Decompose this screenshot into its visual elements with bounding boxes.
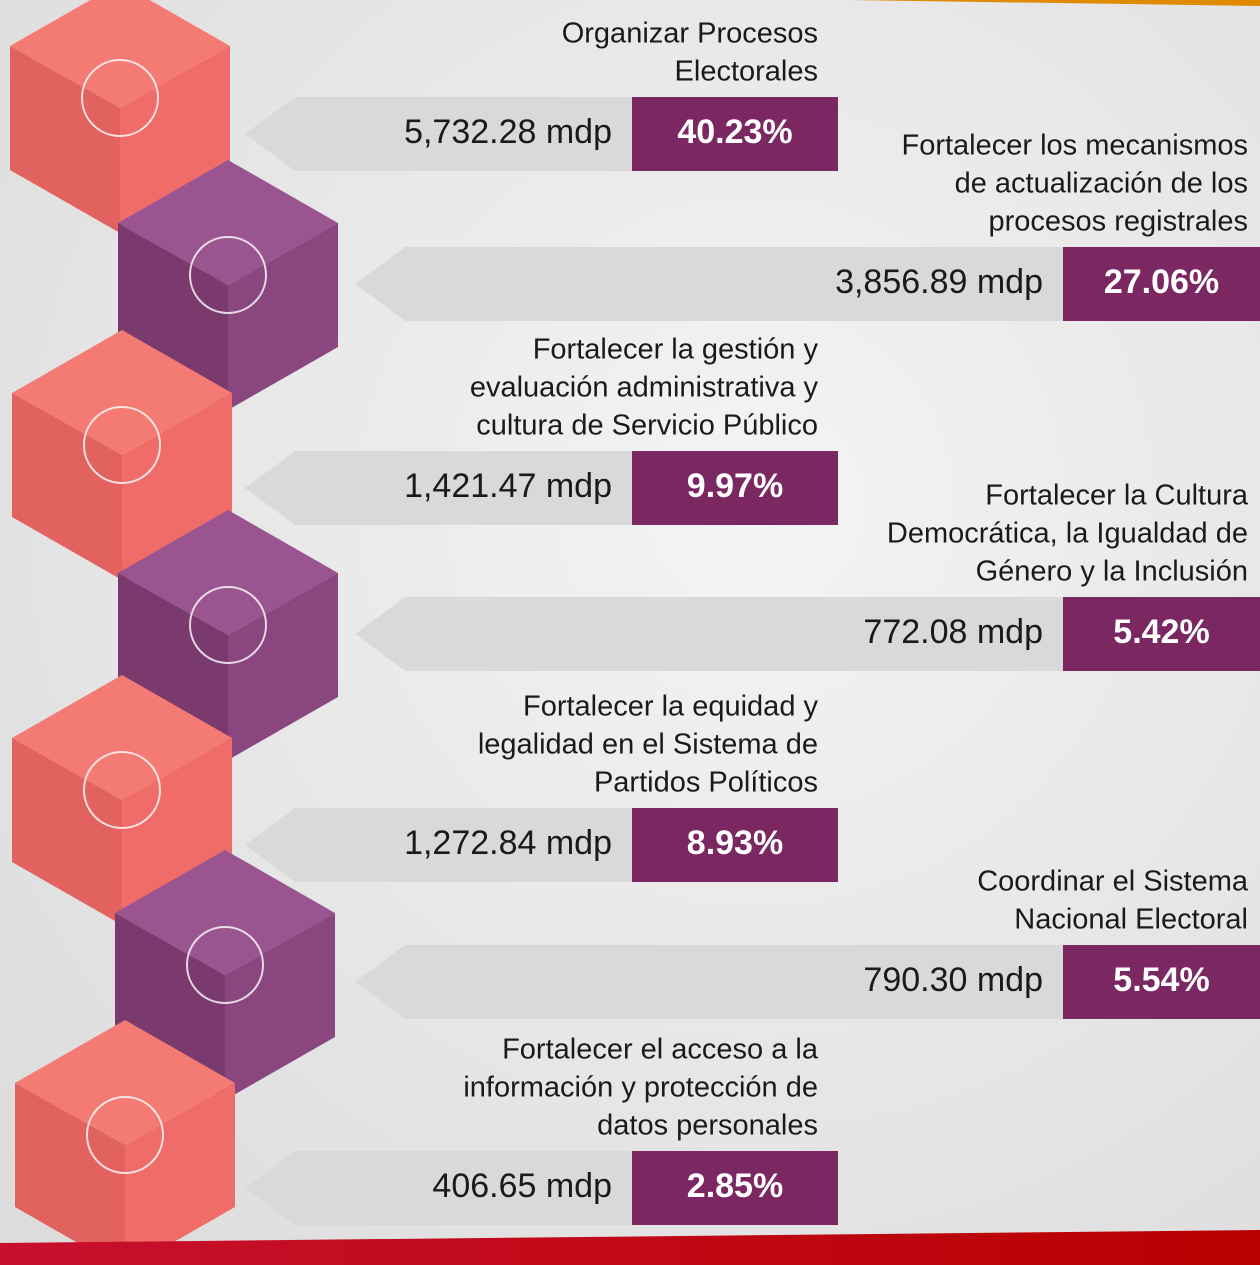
item-title: Organizar Procesos: [562, 18, 818, 50]
item-title: Fortalecer la gestión y: [533, 334, 819, 366]
cube-icon: [81, 59, 159, 137]
cube-left: [118, 223, 228, 410]
cube: [12, 330, 232, 580]
item-title: Democrática, la Igualdad de: [887, 518, 1248, 550]
cube-top: [12, 330, 232, 455]
percent-box: [632, 97, 838, 171]
bottom-bar: [0, 1230, 1260, 1265]
item-title: cultura de Servicio Público: [476, 410, 818, 442]
cube-right: [228, 223, 338, 410]
item-title: Fortalecer los mecanismos: [902, 130, 1249, 162]
arrow-bar: [355, 945, 1063, 1019]
item-title: Coordinar el Sistema: [977, 866, 1249, 898]
percent-box: [632, 808, 838, 882]
amount: 406.65 mdp: [432, 1167, 612, 1205]
arrow-bar: [355, 597, 1063, 671]
item-title: legalidad en el Sistema de: [478, 729, 818, 761]
cube-right: [228, 573, 338, 760]
amount: 5,732.28 mdp: [404, 113, 612, 151]
rows: 5,732.28 mdp 40.23% Organizar Procesos Elec…: [245, 18, 1260, 1225]
percent-box: [632, 1151, 838, 1225]
item: 1,421.47 mdp 9.97% Fortalecer la gestión y…: [245, 334, 838, 525]
cube: [10, 0, 230, 233]
item-title: datos personales: [597, 1110, 818, 1142]
item: 772.08 mdp 5.42% Fortalecer la Cultura Demo…: [355, 480, 1260, 671]
item-title: Electorales: [675, 56, 818, 88]
percent: 40.23%: [677, 113, 792, 151]
cube-right: [120, 46, 230, 233]
arrow-bar: [355, 247, 1063, 321]
percent: 9.97%: [687, 467, 783, 505]
cube: [115, 850, 335, 1100]
cube-icon: [189, 586, 267, 664]
percent: 5.42%: [1113, 613, 1209, 651]
cube-icon: [83, 406, 161, 484]
cube-right: [225, 913, 335, 1100]
item-title: Fortalecer el acceso a la: [502, 1034, 819, 1066]
cube-top: [12, 675, 232, 800]
item: 1,272.84 mdp 8.93% Fortalecer la equidad y…: [245, 691, 838, 882]
cube-left: [12, 393, 122, 580]
arrow-bar: [245, 1151, 632, 1225]
item-title: Fortalecer la equidad y: [523, 691, 818, 723]
cubes: [10, 0, 338, 1265]
item-title: Género y la Inclusión: [976, 556, 1248, 588]
percent-box: [1063, 597, 1260, 671]
cube: [118, 160, 338, 410]
cube: [118, 510, 338, 760]
item-title: de actualización de los: [955, 168, 1248, 200]
item-title: evaluación administrativa y: [470, 372, 819, 404]
percent: 27.06%: [1104, 263, 1219, 301]
cube-left: [12, 738, 122, 925]
amount: 3,856.89 mdp: [835, 263, 1043, 301]
cube-left: [15, 1083, 125, 1265]
percent: 5.54%: [1113, 961, 1209, 999]
percent: 8.93%: [687, 824, 783, 862]
amount: 772.08 mdp: [863, 613, 1043, 651]
cube-icon: [86, 1096, 164, 1174]
cube-icon: [186, 926, 264, 1004]
cube-left: [115, 913, 225, 1100]
amount: 1,421.47 mdp: [404, 467, 612, 505]
item: 5,732.28 mdp 40.23% Organizar Procesos Elec…: [245, 18, 838, 171]
cube-right: [122, 393, 232, 580]
cube: [12, 675, 232, 925]
cube-top: [118, 160, 338, 285]
cube-left: [10, 46, 120, 233]
cube-right: [125, 1083, 235, 1265]
cube-top: [15, 1020, 235, 1145]
cube-left: [118, 573, 228, 760]
item-title: Nacional Electoral: [1014, 904, 1248, 936]
percent-box: [1063, 247, 1260, 321]
cube-top: [118, 510, 338, 635]
arrow-bar: [245, 97, 632, 171]
item-title: Partidos Políticos: [594, 767, 818, 799]
percent: 2.85%: [687, 1167, 783, 1205]
cube-icon: [83, 751, 161, 829]
cube: [15, 1020, 235, 1265]
item-title: información y protección de: [463, 1072, 818, 1104]
item: 790.30 mdp 5.54% Coordinar el Sistema Nacio…: [355, 866, 1260, 1019]
item-title: Fortalecer la Cultura: [985, 480, 1249, 512]
percent-box: [1063, 945, 1260, 1019]
percent-box: [632, 451, 838, 525]
arrow-bar: [245, 808, 632, 882]
item-title: procesos registrales: [989, 206, 1249, 238]
item: 406.65 mdp 2.85% Fortalecer el acceso a la…: [245, 1034, 838, 1225]
cube-right: [122, 738, 232, 925]
amount: 790.30 mdp: [863, 961, 1043, 999]
cube-icon: [189, 236, 267, 314]
top-accent: [850, 0, 1260, 6]
amount: 1,272.84 mdp: [404, 824, 612, 862]
cube-top: [10, 0, 230, 108]
cube-top: [115, 850, 335, 975]
arrow-bar: [245, 451, 632, 525]
item: 3,856.89 mdp 27.06% Fortalecer los mecanis…: [355, 130, 1260, 321]
